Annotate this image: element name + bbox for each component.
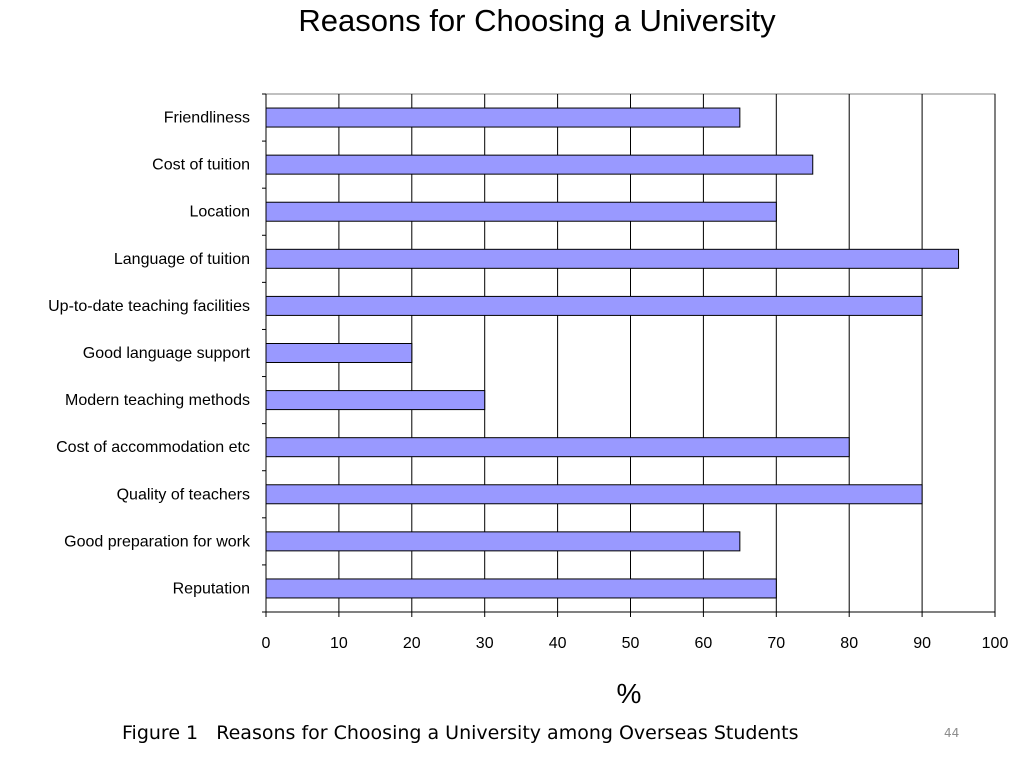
bar-5 — [265, 295, 923, 316]
category-label-3: Location — [190, 204, 251, 221]
category-label-7: Modern teaching methods — [65, 392, 250, 409]
category-label-10: Good preparation for work — [64, 533, 251, 550]
figure-caption: Figure 1 Reasons for Choosing a Universi… — [122, 722, 799, 744]
category-label-2: Cost of tuition — [152, 157, 250, 174]
bar-11 — [265, 578, 777, 599]
x-tick-label-20: 20 — [403, 635, 421, 652]
bar-9 — [265, 484, 923, 505]
x-tick-label-0: 0 — [262, 635, 271, 652]
x-tick-label-30: 30 — [476, 635, 494, 652]
bar-3 — [265, 201, 777, 222]
category-label-1: Friendliness — [164, 110, 250, 127]
category-label-5: Up-to-date teaching facilities — [48, 298, 250, 315]
bar-2 — [265, 154, 814, 175]
bar-4 — [265, 248, 960, 269]
plot-area: 0 10 20 30 40 50 60 70 80 90 100 Friendliness Cost o… — [48, 93, 1009, 652]
bar-1 — [265, 107, 741, 128]
bar-7 — [265, 390, 486, 411]
x-tick-label-100: 100 — [982, 635, 1009, 652]
x-tick-label-80: 80 — [840, 635, 858, 652]
x-tick-label-60: 60 — [695, 635, 713, 652]
category-label-9: Quality of teachers — [117, 486, 250, 503]
bar-chart: Reasons for Choosing a University 0 10 20 3… — [48, 3, 1009, 709]
x-tick-label-70: 70 — [767, 635, 785, 652]
page-number: 44 — [944, 726, 960, 740]
category-label-6: Good language support — [83, 345, 251, 362]
category-label-8: Cost of accommodation etc — [56, 439, 250, 456]
x-tick-label-50: 50 — [622, 635, 640, 652]
category-label-4: Language of tuition — [114, 251, 250, 268]
x-tick-label-40: 40 — [549, 635, 567, 652]
x-tick-label-90: 90 — [913, 635, 931, 652]
bar-8 — [265, 437, 850, 458]
chart-title: Reasons for Choosing a University — [298, 3, 776, 38]
bar-6 — [265, 343, 413, 363]
category-label-11: Reputation — [173, 580, 250, 597]
bar-10 — [265, 531, 741, 552]
x-tick-label-10: 10 — [330, 635, 348, 652]
x-axis-label: % — [617, 678, 642, 709]
